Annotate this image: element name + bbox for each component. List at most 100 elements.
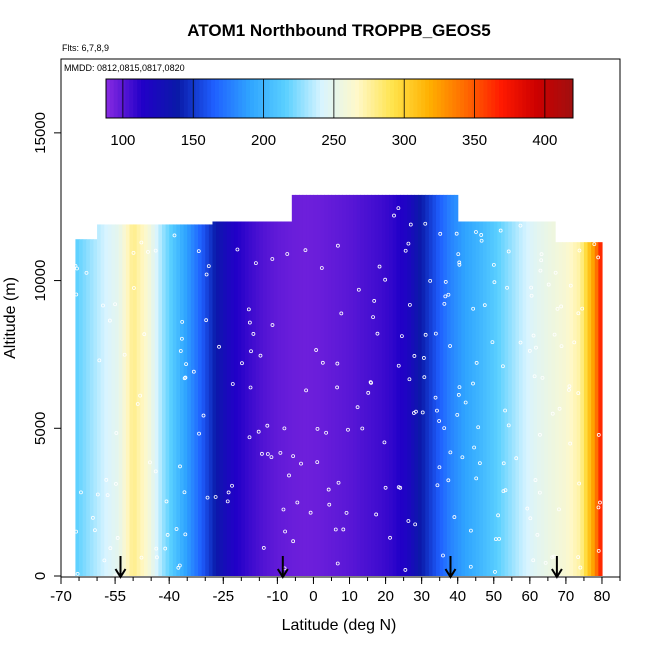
colorbar-segment xyxy=(273,79,278,118)
heatmap-cell xyxy=(381,194,387,576)
colorbar-segment xyxy=(141,79,146,118)
heatmap-cell xyxy=(555,242,560,576)
x-tick-label: 10 xyxy=(341,588,358,605)
observation-point xyxy=(270,257,275,261)
colorbar-segment xyxy=(164,79,169,118)
colorbar-segment xyxy=(502,79,508,118)
observation-point xyxy=(235,247,240,252)
heatmap-cell xyxy=(122,224,127,576)
heatmap-cell xyxy=(363,194,369,576)
heatmap-cell xyxy=(320,194,325,576)
heatmap-cell xyxy=(508,221,513,576)
colorbar-segment xyxy=(109,79,115,118)
heatmap-cell xyxy=(143,224,149,576)
observation-point xyxy=(113,302,117,307)
heatmap-cell xyxy=(450,194,455,576)
observation-point xyxy=(406,519,411,523)
observation-point xyxy=(477,461,482,466)
observation-point xyxy=(336,480,341,485)
colorbar-segment xyxy=(113,79,119,118)
colorbar-segment xyxy=(242,79,247,118)
heatmap-cell xyxy=(356,194,361,576)
observation-point xyxy=(164,499,169,504)
observation-point xyxy=(501,489,506,494)
observation-point xyxy=(247,435,252,440)
observation-point xyxy=(568,441,573,446)
observation-point xyxy=(463,400,468,405)
colorbar-segment xyxy=(569,79,574,118)
observation-point xyxy=(443,294,448,299)
heatmap-cell xyxy=(205,224,210,576)
colorbar-segment xyxy=(510,79,516,118)
heatmap-cell xyxy=(598,242,603,576)
heatmap-cell xyxy=(573,242,578,576)
colorbar-segment xyxy=(133,79,138,118)
observation-point xyxy=(577,248,582,253)
observation-point xyxy=(278,450,283,455)
observation-point xyxy=(474,361,479,365)
observation-point xyxy=(407,377,412,382)
colorbar-segment xyxy=(460,79,465,118)
observation-point xyxy=(452,515,457,519)
colorbar-segment xyxy=(534,79,539,118)
heatmap-cell xyxy=(526,221,531,576)
observation-point xyxy=(490,340,495,345)
heatmap-cell xyxy=(277,221,282,576)
heatmap-cell xyxy=(223,221,228,576)
colorbar-segment xyxy=(335,79,340,118)
observation-point xyxy=(217,344,221,349)
observation-point xyxy=(567,384,572,389)
observation-point xyxy=(204,318,209,323)
heatmap-cell xyxy=(104,224,109,576)
heatmap-cell xyxy=(482,221,488,576)
observation-point xyxy=(479,238,484,243)
heatmap-cell xyxy=(576,242,581,576)
observation-point xyxy=(399,334,404,339)
heatmap-cell xyxy=(317,194,322,576)
observation-point xyxy=(576,311,581,316)
colorbar-segment xyxy=(327,79,333,118)
observation-point xyxy=(265,452,270,456)
heatmap-cell xyxy=(504,221,509,576)
colorbar-segment xyxy=(432,79,438,118)
colorbar-segment xyxy=(440,79,446,118)
observation-point xyxy=(371,315,375,319)
observation-point xyxy=(182,490,187,495)
observation-point xyxy=(546,282,551,287)
heatmap-cell xyxy=(147,224,152,576)
heatmap-cell xyxy=(569,242,574,576)
heatmap-cell xyxy=(125,224,131,576)
observation-point xyxy=(104,477,109,482)
colorbar-segment xyxy=(382,79,387,118)
observation-point xyxy=(435,483,440,488)
heatmap-cell xyxy=(497,221,502,576)
observation-point xyxy=(442,426,447,431)
colorbar-segment xyxy=(300,79,305,118)
observation-point xyxy=(413,522,418,527)
observation-point xyxy=(506,249,511,254)
colorbar-segment xyxy=(409,79,414,118)
heatmap-cell xyxy=(97,224,102,576)
heatmap-cell xyxy=(414,194,419,576)
observation-point xyxy=(479,233,484,237)
heatmap-cell xyxy=(457,221,462,576)
y-axis-label: Altitude (m) xyxy=(2,277,19,359)
observation-point xyxy=(287,473,291,478)
observation-point xyxy=(201,413,206,418)
heatmap-cell xyxy=(500,221,506,576)
observation-point xyxy=(206,264,211,268)
observation-point xyxy=(319,266,324,270)
observation-point xyxy=(115,536,120,540)
observation-point xyxy=(256,429,261,434)
observation-point xyxy=(532,374,537,379)
observation-point xyxy=(205,495,210,500)
heatmap-cell xyxy=(187,224,192,576)
observation-point xyxy=(197,431,201,436)
colorbar-segment xyxy=(448,79,453,118)
colorbar-segment xyxy=(106,79,111,118)
observation-point xyxy=(383,277,388,282)
observation-point xyxy=(576,555,581,560)
heatmap-cell xyxy=(244,221,250,576)
heatmap-cell xyxy=(273,221,278,576)
observation-point xyxy=(457,385,462,390)
